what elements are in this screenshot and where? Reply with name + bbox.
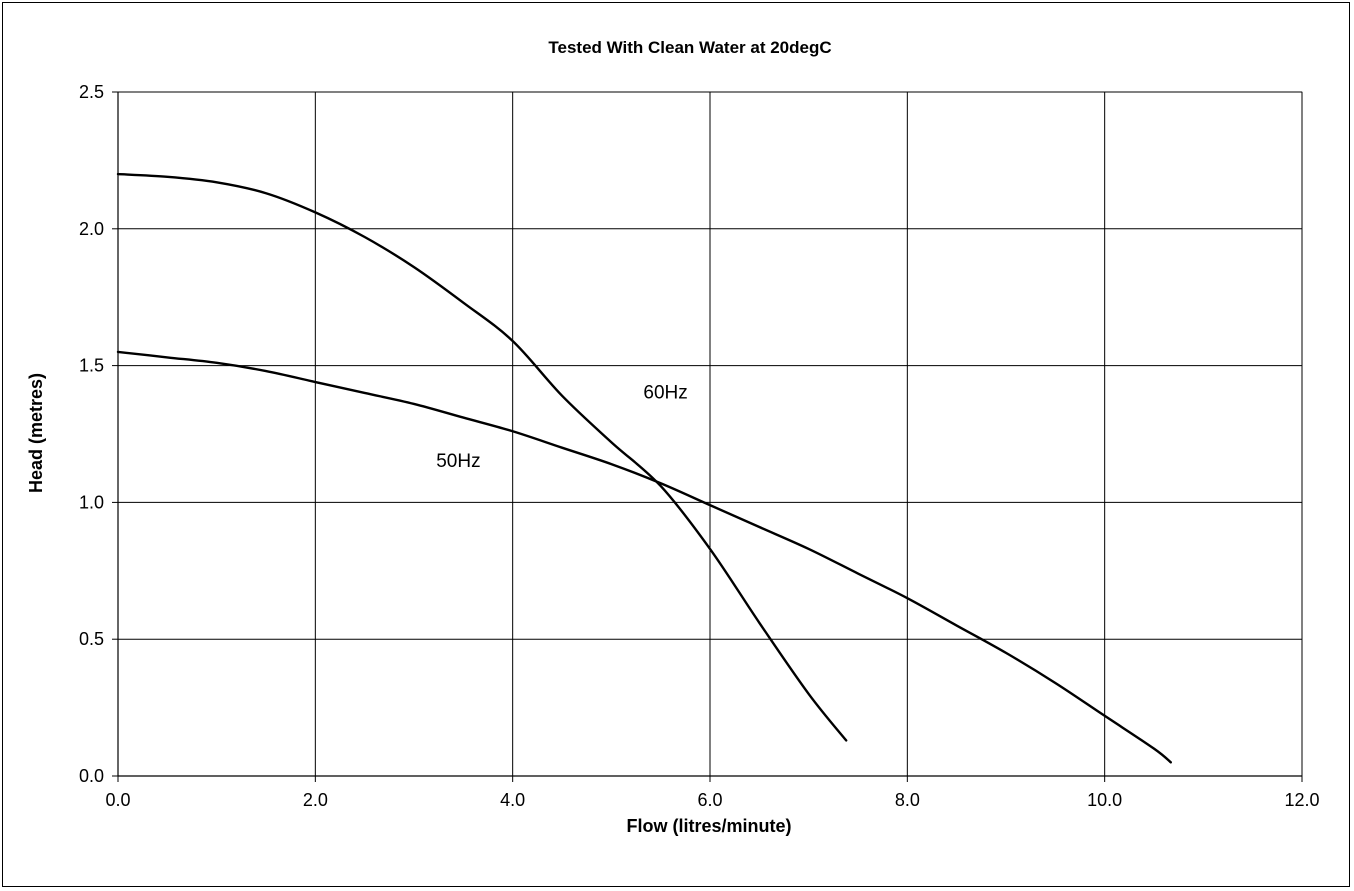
gridlines xyxy=(112,91,1303,782)
y-tick-label: 2.0 xyxy=(79,219,104,239)
series-lines xyxy=(116,172,1172,764)
y-tick-label: 0.5 xyxy=(79,629,104,649)
chart-title: Tested With Clean Water at 20degC xyxy=(548,38,831,57)
x-tick-label: 10.0 xyxy=(1087,790,1122,810)
x-tick-label: 4.0 xyxy=(500,790,525,810)
y-tick-label: 2.5 xyxy=(79,82,104,102)
series-label-60hz: 60Hz xyxy=(643,382,687,403)
x-tick-label: 8.0 xyxy=(895,790,920,810)
x-tick-label: 12.0 xyxy=(1284,790,1319,810)
y-axis-label: Head (metres) xyxy=(26,373,46,493)
x-tick-label: 0.0 xyxy=(105,790,130,810)
y-tick-label: 0.0 xyxy=(79,766,104,786)
x-tick-label: 6.0 xyxy=(697,790,722,810)
tick-labels: 0.0 0.5 1.0 1.5 2.0 2.5 0.0 2.0 4.0 6.0 8.0 10.0 12.… xyxy=(79,82,1320,810)
series-labels: 60Hz 50Hz xyxy=(436,382,688,471)
y-tick-label: 1.5 xyxy=(79,356,104,376)
x-axis-label: Flow (litres/minute) xyxy=(626,816,791,836)
x-tick-label: 2.0 xyxy=(303,790,328,810)
y-tick-label: 1.0 xyxy=(79,492,104,512)
series-label-50hz: 50Hz xyxy=(436,451,480,472)
series-line-60hz xyxy=(116,172,848,742)
series-line-50hz xyxy=(116,350,1172,764)
